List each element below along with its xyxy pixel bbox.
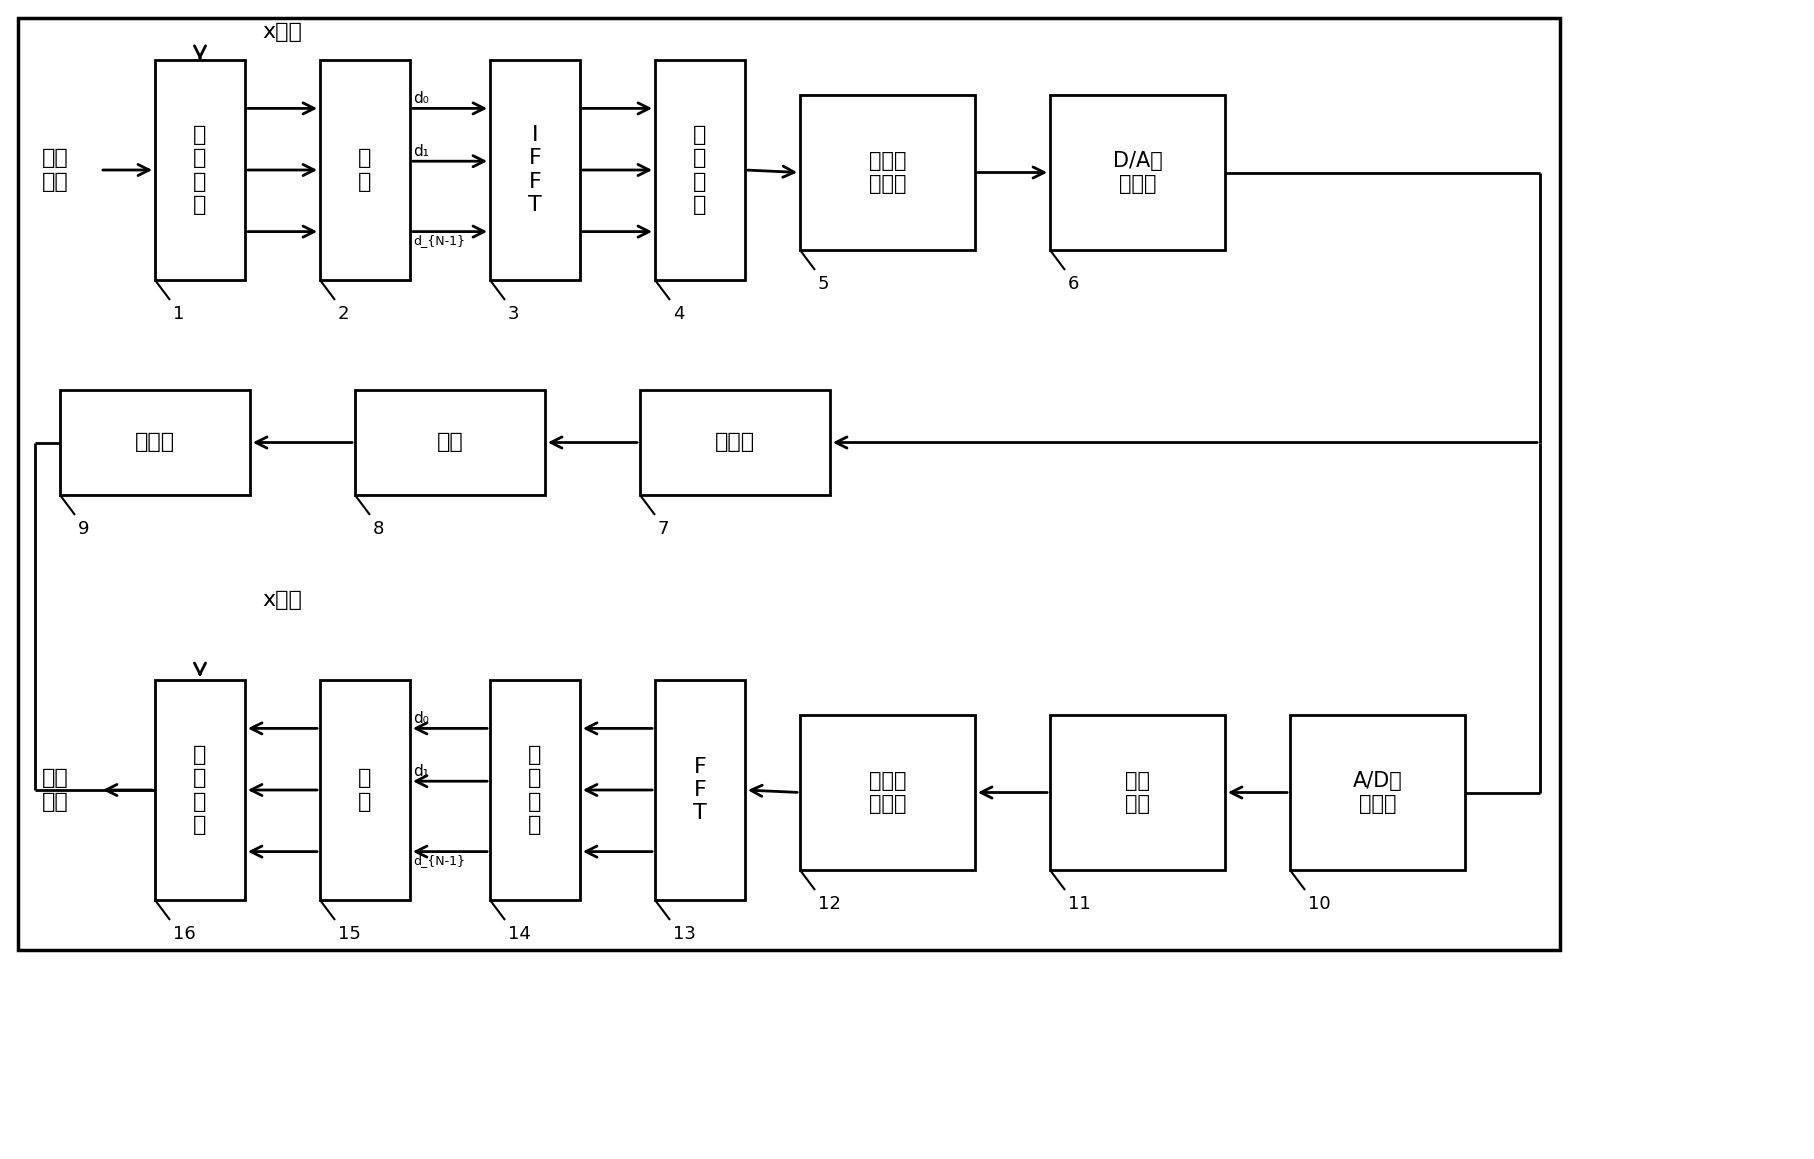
Text: 2: 2 — [337, 305, 350, 323]
Text: 并
串
转
换: 并 串 转 换 — [693, 125, 706, 214]
Bar — [60, 389, 250, 495]
Text: 12: 12 — [818, 895, 840, 913]
Bar — [154, 60, 245, 280]
Text: 并
串
转
换: 并 串 转 换 — [194, 745, 207, 834]
Text: F
F
T: F F T — [693, 757, 706, 823]
Text: 去掉保
护时隙: 去掉保 护时隙 — [869, 771, 905, 814]
Text: 串
并
转
换: 串 并 转 换 — [194, 125, 207, 214]
Text: 3: 3 — [508, 305, 519, 323]
Text: 输出
数据: 输出 数据 — [42, 768, 69, 811]
Text: 映
射: 映 射 — [357, 768, 372, 811]
Text: 1: 1 — [172, 305, 185, 323]
Text: d₀: d₀ — [414, 92, 428, 107]
Bar — [319, 680, 410, 901]
Text: d₀: d₀ — [414, 712, 428, 727]
Bar — [319, 60, 410, 280]
Text: 16: 16 — [172, 925, 196, 943]
Text: 15: 15 — [337, 925, 361, 943]
Text: 信道: 信道 — [437, 432, 463, 452]
Bar — [640, 389, 829, 495]
Text: 5: 5 — [818, 275, 829, 293]
Bar — [356, 389, 544, 495]
Text: 同步
模块: 同步 模块 — [1125, 771, 1150, 814]
Bar — [655, 60, 744, 280]
Bar — [655, 680, 744, 901]
Text: 8: 8 — [374, 520, 385, 538]
Text: 输入
数据: 输入 数据 — [42, 148, 69, 191]
Bar — [1050, 715, 1224, 870]
Text: 11: 11 — [1067, 895, 1090, 913]
Text: 9: 9 — [78, 520, 89, 538]
Text: 4: 4 — [673, 305, 684, 323]
Bar — [800, 95, 974, 250]
Text: 一
阶
均
衡: 一 阶 均 衡 — [528, 745, 541, 834]
Bar — [490, 60, 580, 280]
Text: 7: 7 — [658, 520, 669, 538]
Text: 10: 10 — [1308, 895, 1330, 913]
Text: 13: 13 — [673, 925, 695, 943]
Text: 14: 14 — [508, 925, 530, 943]
Text: d_{N-1}: d_{N-1} — [414, 234, 464, 247]
Text: A/D低
通滤波: A/D低 通滤波 — [1351, 771, 1402, 814]
Text: d₁: d₁ — [414, 144, 428, 159]
Text: 下变频: 下变频 — [134, 432, 174, 452]
Text: d₁: d₁ — [414, 764, 428, 779]
Bar — [154, 680, 245, 901]
Text: x比特: x比特 — [263, 22, 303, 42]
Bar — [800, 715, 974, 870]
Text: 上变频: 上变频 — [715, 432, 755, 452]
Text: d_{N-1}: d_{N-1} — [414, 853, 464, 867]
Text: 添加保
护时隙: 添加保 护时隙 — [869, 151, 905, 194]
Bar — [1290, 715, 1464, 870]
Bar — [490, 680, 580, 901]
Bar — [18, 19, 1560, 950]
Text: I
F
F
T: I F F T — [528, 125, 542, 214]
Text: x比特: x比特 — [263, 590, 303, 610]
Text: D/A低
通滤波: D/A低 通滤波 — [1112, 151, 1161, 194]
Bar — [1050, 95, 1224, 250]
Text: 映
射: 映 射 — [357, 148, 372, 191]
Text: 6: 6 — [1067, 275, 1079, 293]
